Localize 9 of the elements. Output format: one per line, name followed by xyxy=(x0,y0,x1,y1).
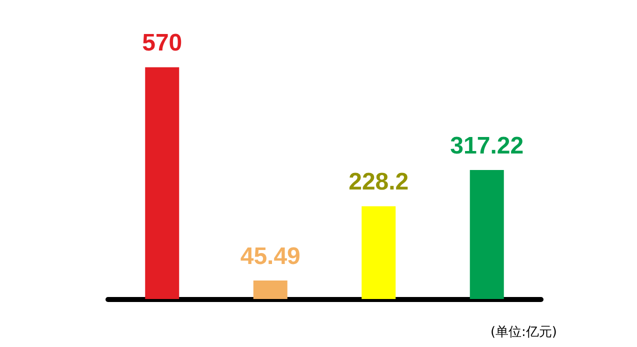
data-label: 45.49 xyxy=(240,243,300,270)
data-label: 570 xyxy=(142,30,182,57)
bar xyxy=(362,206,396,299)
data-label: 228.2 xyxy=(348,168,409,196)
bar xyxy=(470,170,504,299)
bar xyxy=(145,67,180,299)
text: (单位:亿元) xyxy=(490,325,558,340)
bar xyxy=(253,280,288,299)
data-label: 317.22 xyxy=(450,132,524,160)
